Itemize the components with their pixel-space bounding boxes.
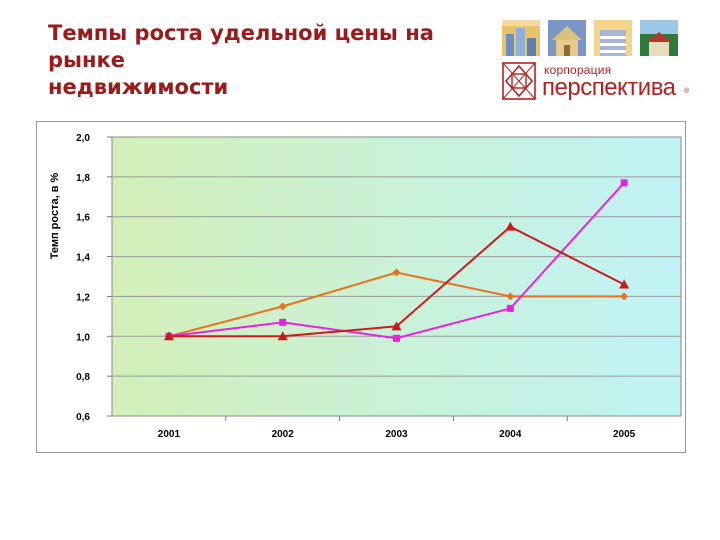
brand-block: корпорация перспектива ® — [498, 18, 698, 104]
series-triangle — [163, 221, 630, 341]
y-axis-title: Темп роста, в % — [49, 172, 61, 259]
data-point-diamond — [392, 268, 401, 277]
logo-mark-icon — [502, 62, 536, 100]
x-tick-label: 2003 — [385, 429, 408, 440]
growth-chart: 0,60,81,01,21,41,61,82,0 2001 2002 2003 200… — [49, 133, 682, 440]
y-tick-label: 1,6 — [76, 213, 90, 224]
data-point-square — [279, 318, 287, 326]
x-tick-labels: 2001 2002 2003 2004 2005 — [158, 429, 636, 440]
data-point-diamond — [506, 292, 515, 301]
brand-tiles — [502, 20, 678, 56]
y-tick-label: 1,4 — [76, 253, 90, 264]
logo-small-text: корпорация — [544, 63, 612, 77]
data-point-triangle — [619, 279, 630, 289]
y-tick-label: 0,6 — [76, 412, 90, 423]
data-point-triangle — [505, 221, 516, 231]
data-point-square — [620, 179, 628, 187]
y-tick-label: 1,2 — [76, 292, 90, 303]
data-point-triangle — [163, 331, 174, 341]
city-tile-icon — [502, 20, 540, 56]
slide-title: Темпы роста удельной цены на рынке недви… — [48, 21, 434, 99]
tower-tile-icon — [594, 20, 632, 56]
y-tick-label: 0,8 — [76, 372, 90, 383]
y-tick-label: 1,0 — [76, 332, 90, 343]
x-tick-label: 2004 — [499, 429, 522, 440]
data-point-triangle — [277, 331, 288, 341]
cottage-tile-icon — [640, 20, 678, 56]
x-tick-label: 2005 — [613, 429, 636, 440]
data-point-diamond — [278, 302, 287, 311]
y-tick-labels: 0,6 0,8 1,0 1,2 1,4 1,6 1,8 2,0 — [76, 133, 90, 423]
y-tick-label: 1,8 — [76, 173, 90, 184]
data-point-triangle — [391, 321, 402, 331]
company-logo: корпорация перспектива ® — [498, 62, 698, 102]
logo-big-text: перспектива — [542, 74, 676, 101]
series-layer — [163, 179, 630, 342]
logo-registered-mark: ® — [684, 88, 690, 95]
data-point-square — [506, 304, 514, 312]
data-point-diamond — [620, 292, 629, 301]
x-tick-label: 2002 — [272, 429, 295, 440]
data-point-square — [393, 334, 400, 342]
chart-frame: 0,6 0,8 1,0 1,2 1,4 1,6 1,8 2,0 2001 2002 2003 200… — [36, 121, 686, 453]
house-tile-icon — [548, 20, 586, 56]
x-tick-label: 2001 — [158, 429, 181, 440]
y-tick-label: 2,0 — [76, 133, 90, 144]
